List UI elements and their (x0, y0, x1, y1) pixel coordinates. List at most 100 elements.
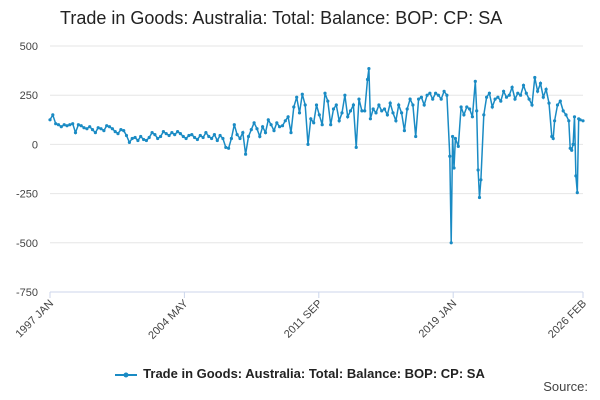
data-point[interactable] (445, 93, 449, 97)
data-point[interactable] (377, 103, 381, 107)
data-point[interactable] (113, 130, 117, 134)
data-point[interactable] (280, 124, 285, 128)
data-point[interactable] (326, 99, 330, 103)
data-point[interactable] (275, 121, 279, 125)
data-point[interactable] (82, 126, 86, 130)
data-point[interactable] (357, 97, 361, 101)
data-point[interactable] (394, 119, 398, 123)
data-point[interactable] (59, 125, 63, 129)
data-point[interactable] (510, 85, 514, 89)
data-point[interactable] (451, 134, 455, 139)
data-point[interactable] (176, 130, 180, 134)
data-point[interactable] (88, 125, 92, 129)
data-point[interactable] (127, 140, 131, 144)
legend[interactable]: Trade in Goods: Australia: Total: Balanc… (0, 366, 600, 381)
data-point[interactable] (449, 241, 453, 245)
data-point[interactable] (572, 115, 577, 119)
data-point[interactable] (428, 91, 432, 95)
data-point[interactable] (156, 136, 160, 141)
data-point[interactable] (161, 130, 165, 134)
data-point[interactable] (224, 145, 228, 149)
data-point[interactable] (178, 132, 182, 136)
data-point[interactable] (266, 118, 270, 122)
data-point[interactable] (334, 103, 338, 107)
data-point[interactable] (363, 109, 367, 113)
data-point[interactable] (408, 97, 412, 101)
data-point[interactable] (380, 109, 384, 113)
data-point[interactable] (261, 125, 265, 129)
data-point[interactable] (382, 107, 387, 111)
data-point[interactable] (558, 99, 562, 103)
data-point[interactable] (575, 191, 579, 195)
data-point[interactable] (541, 95, 545, 99)
data-point[interactable] (150, 131, 154, 135)
data-point[interactable] (351, 103, 355, 107)
data-point[interactable] (493, 97, 497, 101)
data-point[interactable] (459, 105, 463, 109)
data-point[interactable] (193, 135, 197, 140)
data-point[interactable] (139, 134, 143, 139)
data-point[interactable] (241, 131, 245, 135)
data-point[interactable] (456, 144, 460, 148)
data-point[interactable] (65, 124, 69, 128)
data-point[interactable] (317, 113, 321, 117)
data-point[interactable] (571, 142, 575, 146)
data-point[interactable] (391, 111, 395, 115)
data-point[interactable] (184, 136, 188, 141)
data-point[interactable] (167, 133, 171, 138)
data-point[interactable] (320, 123, 324, 127)
data-point[interactable] (215, 138, 219, 143)
data-point[interactable] (62, 123, 66, 127)
data-point[interactable] (244, 152, 248, 156)
data-point[interactable] (524, 91, 528, 95)
data-point[interactable] (258, 134, 262, 139)
data-point[interactable] (530, 103, 534, 107)
data-point[interactable] (397, 103, 401, 107)
data-point[interactable] (144, 138, 148, 143)
data-point[interactable] (470, 115, 474, 119)
data-point[interactable] (278, 125, 282, 129)
data-point[interactable] (210, 136, 214, 141)
data-point[interactable] (147, 135, 151, 140)
data-point[interactable] (561, 109, 565, 113)
data-point[interactable] (367, 67, 371, 71)
data-point[interactable] (578, 118, 582, 122)
data-point[interactable] (283, 119, 287, 123)
data-point[interactable] (547, 101, 551, 105)
data-point[interactable] (581, 119, 585, 123)
data-point[interactable] (292, 105, 296, 109)
data-point[interactable] (468, 107, 472, 111)
data-point[interactable] (564, 113, 568, 117)
data-point[interactable] (173, 133, 177, 137)
data-point[interactable] (453, 136, 457, 141)
data-point[interactable] (93, 131, 97, 135)
data-point[interactable] (465, 105, 469, 109)
data-point[interactable] (136, 138, 140, 143)
data-point[interactable] (570, 148, 574, 152)
data-point[interactable] (411, 103, 415, 107)
data-point[interactable] (385, 113, 389, 117)
data-point[interactable] (212, 133, 216, 137)
data-point[interactable] (232, 123, 236, 127)
data-point[interactable] (105, 124, 109, 128)
data-point[interactable] (337, 119, 341, 123)
data-point[interactable] (102, 129, 106, 133)
data-point[interactable] (555, 103, 560, 107)
data-point[interactable] (400, 111, 404, 115)
data-point[interactable] (574, 174, 578, 178)
data-point[interactable] (56, 123, 61, 127)
data-point[interactable] (255, 127, 259, 131)
data-point[interactable] (286, 115, 290, 119)
data-point[interactable] (439, 97, 443, 101)
data-point[interactable] (360, 109, 364, 113)
data-point[interactable] (567, 119, 571, 123)
data-point[interactable] (195, 137, 199, 142)
data-point[interactable] (323, 91, 327, 95)
data-point[interactable] (482, 113, 486, 117)
data-point[interactable] (462, 113, 466, 117)
data-point[interactable] (527, 97, 531, 101)
data-point[interactable] (504, 95, 509, 99)
data-point[interactable] (164, 132, 168, 136)
data-point[interactable] (198, 133, 202, 138)
data-point[interactable] (187, 133, 191, 138)
